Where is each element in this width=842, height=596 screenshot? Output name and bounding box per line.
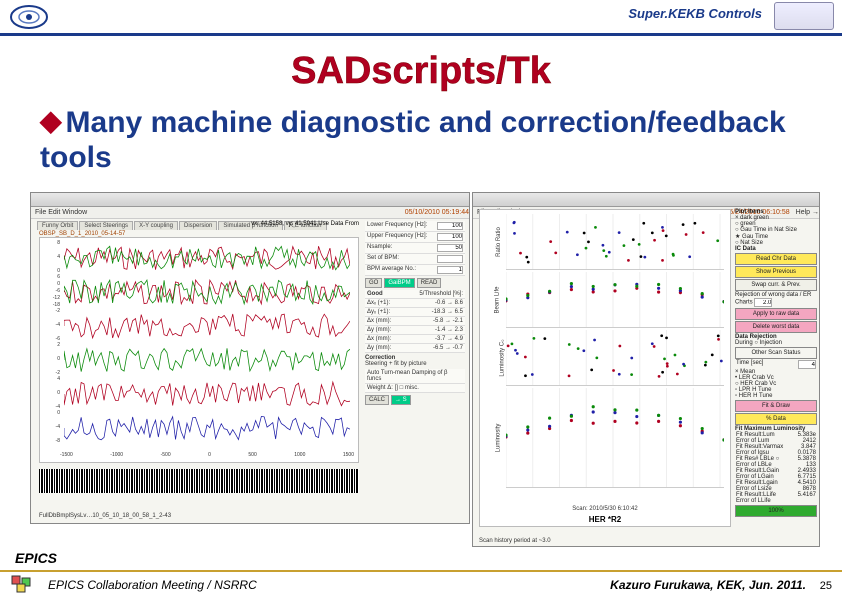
right-titlebar bbox=[473, 193, 819, 207]
slide-title: SADscripts/Tk bbox=[0, 50, 842, 93]
panel-button[interactable]: CALC bbox=[365, 395, 389, 405]
result-row: Δyₓ (+1):-18.3 → 6.5 bbox=[365, 308, 465, 317]
panel-input[interactable] bbox=[437, 244, 463, 252]
tab-item[interactable]: X-Y coupling bbox=[134, 221, 178, 230]
panel-button[interactable]: % Data bbox=[735, 413, 817, 425]
left-titlebar bbox=[31, 193, 469, 207]
time-input[interactable] bbox=[798, 360, 816, 369]
panel-button[interactable]: 100% bbox=[735, 505, 817, 517]
slide-header: Super.KEKB Controls bbox=[0, 0, 842, 36]
footer-left: EPICS Collaboration Meeting / NSRRC bbox=[48, 578, 257, 592]
panel-field: Nsample: bbox=[365, 243, 465, 254]
right-chart-area: Scan: 2010/5/30 6:10:42 HER *R2 Ratio Ra… bbox=[479, 209, 731, 527]
epics-label: EPICS bbox=[15, 550, 57, 566]
result-row: Δy (mm):-1.4 → 2.3 bbox=[365, 326, 465, 335]
left-xaxis: -1500-1000-500050010001500 bbox=[60, 452, 354, 460]
panel-input[interactable] bbox=[437, 255, 463, 263]
panel-button[interactable]: Swap curr. & Prev. bbox=[735, 279, 817, 291]
kek-logo-icon bbox=[8, 2, 50, 32]
ring-info: νx: 44.5158, νy: 41.5941 Use Data From bbox=[251, 221, 359, 227]
panel-button[interactable]: → S bbox=[391, 395, 411, 405]
left-menu-items[interactable]: File Edit Window bbox=[35, 209, 87, 216]
panel-button[interactable]: Read Chr Data bbox=[735, 253, 817, 265]
panel-button[interactable]: GO bbox=[365, 278, 382, 288]
panel-field: Upper Frequency [Hz]: bbox=[365, 232, 465, 243]
right-plot: Luminosity C₀ bbox=[506, 330, 724, 386]
bullet-icon: ◆ bbox=[40, 105, 62, 137]
barcode-strip bbox=[39, 469, 359, 493]
subtitle-text: Many machine diagnostic and correction/f… bbox=[40, 106, 786, 174]
panel-field: Set of BPM: bbox=[365, 254, 465, 265]
page-number: 25 bbox=[820, 580, 832, 592]
header-label: Super.KEKB Controls bbox=[628, 6, 762, 21]
result-row: Δxₓ (+1):-0.6 → 8.6 bbox=[365, 299, 465, 308]
left-control-panel: Lower Frequency [Hz]:Upper Frequency [Hz… bbox=[365, 221, 465, 407]
panel-input[interactable] bbox=[437, 222, 463, 230]
scan-label: Scan: 2010/5/30 6:10:42 bbox=[480, 506, 730, 512]
left-menubar[interactable]: File Edit Window 05/10/2010 05:19:44 bbox=[31, 207, 469, 219]
tab-item[interactable]: Dispersion bbox=[179, 221, 217, 230]
right-status: Scan history period at ~3.0 bbox=[479, 538, 551, 544]
panel-input[interactable] bbox=[437, 266, 463, 274]
left-status: FullDbBmplSysLv…10_05_10_18_00_58_1_2-43 bbox=[39, 513, 171, 519]
fit-result-row: Error of LLife bbox=[735, 498, 817, 504]
chart-strip: 60-6-12-18 bbox=[44, 274, 354, 310]
right-plot: Beam Life bbox=[506, 272, 724, 328]
result-row: Δx (mm):-3.7 → 4.9 bbox=[365, 335, 465, 344]
panel-field: Lower Frequency [Hz]: bbox=[365, 221, 465, 232]
panel-button[interactable]: Other Scan Status bbox=[735, 347, 817, 359]
slide-footer: EPICS Collaboration Meeting / NSRRC Kazu… bbox=[0, 570, 842, 596]
right-xlabel: HER *R2 bbox=[480, 515, 730, 524]
superkekb-logo-icon bbox=[774, 2, 834, 30]
left-chart-area: -1500-1000-500050010001500 84060-6-12-18… bbox=[39, 237, 359, 463]
left-app-window: File Edit Window 05/10/2010 05:19:44 HER… bbox=[30, 192, 470, 524]
panel-button[interactable]: READ bbox=[417, 278, 442, 288]
chart-strip: -2-4-6 bbox=[44, 308, 354, 344]
chart-strip: 20-2 bbox=[44, 342, 354, 378]
panel-button[interactable]: Show Previous bbox=[735, 266, 817, 278]
left-timestamp: 05/10/2010 05:19:44 bbox=[405, 207, 469, 219]
right-app-window: File Edit Window Help → 05/24/2010 06:10… bbox=[472, 192, 820, 547]
panel-input[interactable] bbox=[437, 233, 463, 241]
legend-item: ★ Gau Time bbox=[735, 233, 817, 240]
right-plot: Ratio Ratio bbox=[506, 214, 724, 270]
right-plot: Luminosity bbox=[506, 388, 724, 488]
panel-field: BPM average No.: bbox=[365, 265, 465, 276]
screenshots-area: File Edit Window 05/10/2010 05:19:44 HER… bbox=[30, 192, 820, 547]
footer-squares-icon bbox=[10, 574, 38, 594]
panel-button[interactable]: Fit & Draw bbox=[735, 400, 817, 412]
tab-item[interactable]: Select Steerings bbox=[79, 221, 133, 230]
result-row: Δy (mm):-6.5 → -0.7 bbox=[365, 344, 465, 353]
chart-strip: 40-4 bbox=[44, 376, 354, 412]
legend-item: ▫ HER H Tune bbox=[735, 393, 817, 399]
panel-button[interactable]: Delete worst data bbox=[735, 321, 817, 333]
chart-strip: 0-4-8 bbox=[44, 410, 354, 446]
rejection-input[interactable] bbox=[754, 298, 772, 307]
bullet-text: ◆Many machine diagnostic and correction/… bbox=[40, 105, 802, 175]
panel-button[interactable]: Apply to raw data bbox=[735, 308, 817, 320]
result-row: Δx (mm):-5.8 → -2.1 bbox=[365, 317, 465, 326]
tab-item[interactable]: Funny Orbit bbox=[37, 221, 78, 230]
chart-strip: 840 bbox=[44, 240, 354, 276]
footer-right: Kazuro Furukawa, KEK, Jun. 2011. bbox=[610, 578, 806, 592]
right-control-panel: Plot Items× dark green○ green○ Gau Time … bbox=[735, 209, 817, 518]
panel-button[interactable]: GaiBPM bbox=[384, 278, 414, 288]
